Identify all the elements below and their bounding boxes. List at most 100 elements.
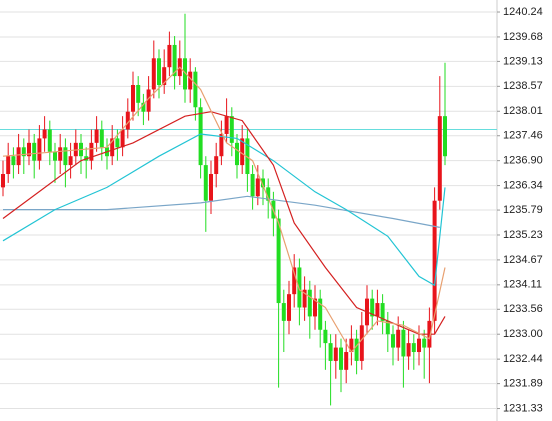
candle-body bbox=[53, 151, 57, 161]
y-tick-label: 1236.90 bbox=[503, 155, 543, 167]
candle-body bbox=[167, 44, 172, 68]
y-tick-label: 1234.11 bbox=[503, 279, 542, 291]
candle-body bbox=[99, 129, 104, 148]
candle-body bbox=[157, 58, 161, 86]
candle-body bbox=[354, 338, 359, 361]
candle-body bbox=[198, 107, 203, 166]
candle-body bbox=[89, 142, 94, 161]
moving-average-line bbox=[2, 111, 446, 335]
candle-body bbox=[125, 111, 130, 130]
candle-body bbox=[349, 338, 354, 353]
y-tick-label: 1233.00 bbox=[503, 328, 543, 340]
candle-body bbox=[318, 298, 323, 330]
candle-body bbox=[1, 174, 5, 188]
candle-body bbox=[141, 102, 146, 112]
y-tick-label: 1233.56 bbox=[503, 303, 543, 315]
candle-body bbox=[292, 267, 297, 295]
candle-body bbox=[417, 338, 421, 353]
candle-body bbox=[375, 303, 380, 317]
candle-body bbox=[32, 142, 37, 161]
candle-body bbox=[219, 133, 224, 157]
candle-body bbox=[422, 338, 427, 348]
candle-body bbox=[172, 44, 177, 77]
y-tick-label: 1231.33 bbox=[503, 402, 543, 414]
candle-body bbox=[359, 325, 364, 361]
candle-body bbox=[120, 129, 125, 148]
moving-average-line bbox=[3, 195, 440, 228]
candle-body bbox=[188, 71, 193, 90]
y-tick-label: 1238.01 bbox=[503, 105, 543, 117]
candle-body bbox=[110, 138, 115, 157]
candle-body bbox=[255, 178, 260, 197]
candle-body bbox=[396, 329, 401, 348]
candle-body bbox=[136, 85, 141, 103]
candle-body bbox=[11, 156, 16, 166]
candle-body bbox=[443, 116, 447, 157]
candle-body bbox=[58, 147, 63, 161]
candle-body bbox=[380, 303, 385, 321]
candle-body bbox=[391, 334, 395, 348]
candle-body bbox=[42, 129, 47, 139]
y-tick-label: 1234.67 bbox=[503, 254, 543, 266]
candle-body bbox=[68, 156, 73, 166]
candle-body bbox=[370, 298, 375, 317]
candle-body bbox=[281, 303, 286, 321]
y-tick-label: 1231.89 bbox=[503, 378, 543, 390]
candle-body bbox=[6, 156, 11, 175]
candle-body bbox=[313, 298, 317, 317]
candle-body bbox=[344, 352, 349, 370]
moving-average-line bbox=[2, 133, 446, 287]
candle-body bbox=[432, 200, 437, 321]
candle-body bbox=[266, 187, 271, 201]
candle-body bbox=[328, 343, 333, 361]
candle-body bbox=[385, 320, 390, 335]
candle-body bbox=[245, 138, 250, 175]
candle-body bbox=[302, 289, 307, 308]
candle-body bbox=[193, 71, 198, 108]
candle-body bbox=[47, 129, 52, 152]
y-tick-label: 1235.23 bbox=[503, 229, 543, 241]
y-tick-label: 1235.79 bbox=[503, 204, 543, 216]
moving-average-line bbox=[2, 66, 446, 354]
y-tick-label: 1240.24 bbox=[503, 6, 543, 18]
candle-body bbox=[151, 58, 156, 90]
candle-body bbox=[437, 116, 442, 201]
candle-body bbox=[250, 174, 255, 197]
candle-body bbox=[307, 289, 312, 317]
candle-body bbox=[146, 89, 151, 112]
candle-body bbox=[323, 329, 328, 344]
candle-body bbox=[131, 85, 135, 112]
y-tick-label: 1236.34 bbox=[503, 179, 543, 191]
y-tick-label: 1237.46 bbox=[503, 130, 543, 142]
candle-body bbox=[209, 174, 213, 201]
candle-body bbox=[162, 67, 167, 86]
candle-body bbox=[411, 343, 416, 353]
candle-body bbox=[276, 218, 281, 304]
candle-body bbox=[401, 329, 406, 357]
candle-body bbox=[297, 267, 302, 308]
candle-body bbox=[224, 116, 229, 134]
candle-body bbox=[203, 165, 208, 201]
candle-body bbox=[21, 147, 26, 157]
candle-body bbox=[287, 294, 291, 321]
candle-body bbox=[183, 58, 187, 90]
candle-body bbox=[339, 347, 343, 370]
y-tick-label: 1239.68 bbox=[503, 31, 543, 43]
candle-body bbox=[63, 147, 68, 166]
candle-body bbox=[27, 142, 31, 157]
candle-body bbox=[94, 129, 99, 143]
candle-body bbox=[333, 347, 338, 361]
y-tick-label: 1239.13 bbox=[503, 55, 543, 67]
y-tick-label: 1232.44 bbox=[503, 353, 543, 365]
candle-body bbox=[37, 138, 42, 161]
candle-body bbox=[16, 147, 21, 166]
candle-body bbox=[406, 343, 411, 357]
candle-body bbox=[261, 178, 265, 188]
candle-body bbox=[229, 116, 234, 143]
candle-body bbox=[214, 156, 219, 175]
candle-body bbox=[235, 142, 239, 166]
candle-body bbox=[240, 138, 245, 166]
candle-body bbox=[115, 138, 120, 148]
y-tick-label: 1238.57 bbox=[503, 80, 543, 92]
